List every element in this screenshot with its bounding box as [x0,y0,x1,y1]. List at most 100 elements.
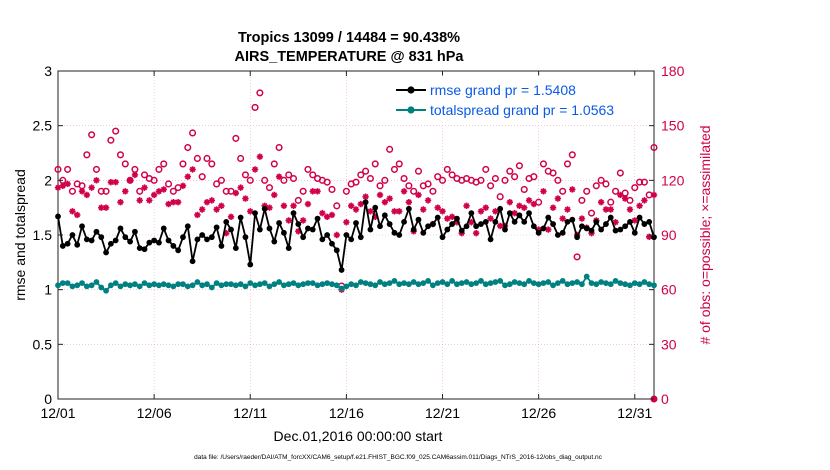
totalspread-point [521,281,528,288]
obs-possible-marker [203,154,211,163]
rmse-point [329,240,335,247]
rmse-point [107,240,114,247]
rmse-point [386,221,393,227]
totalspread-point [603,280,609,287]
obs-assimilated-marker [285,217,292,224]
obs-assimilated-marker [415,191,422,199]
obs-possible-marker [607,198,615,206]
obs-assimilated-marker [275,173,283,180]
obs-assimilated-marker [59,182,67,189]
totalspread-point [59,280,66,287]
totalspread-point [93,279,100,285]
rmse-point [93,228,100,235]
totalspread-point [218,282,225,289]
rmse-point [545,214,552,221]
totalspread-point [348,281,355,288]
totalspread-point [622,281,629,288]
obs-assimilated-marker [174,199,182,206]
rmse-point [261,205,268,212]
obs-possible-marker [410,187,418,195]
obs-possible-marker [395,160,403,168]
obs-assimilated-marker [232,189,240,197]
obs-assimilated-marker [400,188,408,195]
obs-assimilated-marker [319,209,326,217]
obs-assimilated-marker [309,188,316,195]
y-tick-label-right: 120 [661,172,685,188]
obs-assimilated-marker [549,204,557,211]
totalspread-point [194,279,201,285]
totalspread-point [252,282,258,289]
rmse-point [506,210,513,217]
obs-possible-marker [342,187,350,195]
totalspread-point [199,282,206,289]
obs-possible-marker [424,180,432,188]
obs-assimilated-marker [88,184,95,191]
y-axis-label-right: # of obs: o=possible; ×=assimilated [697,125,713,344]
totalspread-point [156,282,162,289]
legend-entry-rmse: rmse grand pr = 1.5408 [430,82,576,98]
totalspread-point [74,282,81,289]
rmse-point [627,218,633,225]
obs-assimilated-marker [160,186,167,193]
obs-assimilated-marker [578,215,586,222]
rmse-point [333,247,340,254]
rmse-point [83,236,90,243]
obs-assimilated-marker [559,215,566,222]
totalspread-point [107,282,114,289]
obs-assimilated-marker [328,211,336,219]
totalspread-point [261,280,268,287]
totalspread-point [651,282,657,289]
obs-possible-marker [501,176,509,184]
totalspread-point [256,281,263,288]
rmse-point [641,221,648,227]
obs-possible-marker [323,178,331,186]
totalspread-point [381,281,388,288]
obs-possible-marker [169,187,177,195]
rmse-point [381,212,388,219]
obs-possible-marker [650,143,658,152]
obs-assimilated-marker [141,184,148,191]
obs-assimilated-marker [396,208,403,215]
rmse-point [651,234,657,241]
obs-assimilated-marker [597,199,605,206]
rmse-point [550,221,556,227]
rmse-point [482,218,489,225]
obs-assimilated-marker [54,184,62,191]
obs-assimilated-marker [189,166,196,173]
obs-assimilated-marker [424,197,432,204]
rmse-point [415,216,422,223]
totalspread-point [607,281,614,288]
totalspread-point [430,282,436,289]
obs-possible-marker [232,134,240,142]
totalspread-point [184,283,191,290]
obs-assimilated-marker [367,208,374,215]
rmse-point [569,216,576,223]
obs-possible-marker [54,165,62,173]
obs-possible-marker [631,184,639,192]
rmse-point [141,246,148,253]
obs-assimilated-marker [439,208,446,215]
totalspread-point [617,280,624,287]
rmse-point [646,218,653,225]
totalspread-point [136,283,143,290]
rmse-point [189,258,196,265]
obs-assimilated-marker [227,213,235,220]
rmse-point [295,221,302,227]
obs-possible-marker [597,176,605,184]
rmse-point [165,237,172,244]
obs-assimilated-marker [78,188,86,195]
y-tick-label-left: 1 [44,282,52,298]
rmse-point [285,245,292,252]
rmse-point [516,212,523,219]
rmse-point [132,228,138,235]
totalspread-point [588,280,595,287]
rmse-point [434,214,441,221]
obs-possible-marker [222,187,230,195]
obs-possible-marker [636,178,644,186]
rmse-point [425,223,431,230]
obs-assimilated-marker [496,222,504,230]
obs-assimilated-marker [131,171,139,179]
obs-possible-marker [578,196,586,204]
totalspread-point [550,282,556,289]
totalspread-point [271,281,278,288]
